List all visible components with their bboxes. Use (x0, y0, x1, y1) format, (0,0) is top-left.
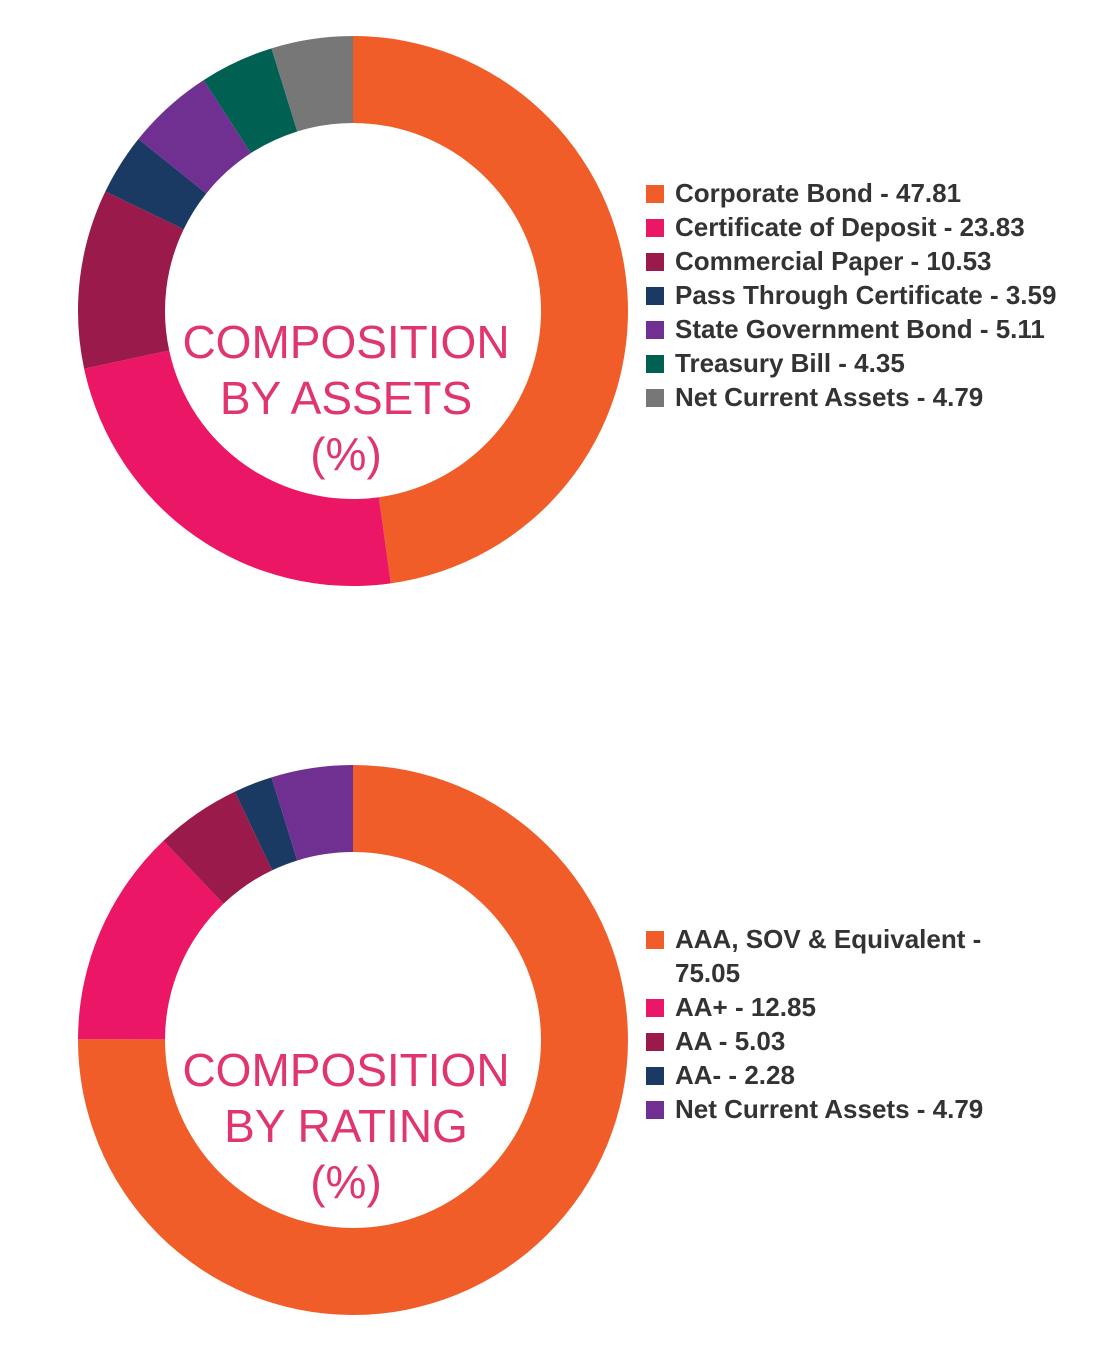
rating-donut (77, 765, 628, 1315)
rating-composition-chart: COMPOSITION BY RATING (%) AAA, SOV & Equ… (0, 730, 1115, 1356)
donut-slice-6 (203, 48, 298, 154)
donut-slice-4 (234, 777, 298, 871)
legend-label-value: 75.05 (675, 958, 741, 988)
donut-slice-5 (138, 80, 251, 194)
legend-label: Corporate Bond - 47.81 (675, 178, 962, 208)
assets-composition-chart: COMPOSITION BY ASSETS (%) Corporate Bond… (0, 0, 1115, 620)
donut-slice-1 (77, 765, 628, 1315)
legend-swatch (646, 355, 664, 373)
legend-label: Certificate of Deposit - 23.83 (675, 212, 1025, 242)
legend-label: Net Current Assets - 4.79 (675, 1094, 984, 1124)
donut-slice-3 (163, 791, 273, 904)
legend-item: Certificate of Deposit - 23.83 (646, 210, 1056, 244)
legend-swatch (646, 219, 664, 237)
legend-label: AA- - 2.28 (675, 1060, 795, 1090)
legend-item: Commercial Paper - 10.53 (646, 244, 1056, 278)
assets-legend: Corporate Bond - 47.81 Certificate of De… (646, 176, 1056, 414)
legend-swatch (646, 287, 664, 305)
legend-item: AA+ - 12.85 (646, 990, 983, 1024)
donut-slice-2 (78, 840, 224, 1040)
legend-item: Net Current Assets - 4.79 (646, 1092, 983, 1126)
legend-swatch (646, 999, 664, 1017)
legend-label: AA - 5.03 (675, 1026, 786, 1056)
legend-swatch (646, 1067, 664, 1085)
legend-label: Treasury Bill - 4.35 (675, 348, 905, 378)
legend-swatch (646, 321, 664, 339)
legend-swatch (646, 185, 664, 203)
legend-label: Net Current Assets - 4.79 (675, 382, 984, 412)
donut-slice-4 (105, 139, 207, 230)
donut-slice-1 (353, 36, 629, 584)
rating-legend: AAA, SOV & Equivalent -75.05 AA+ - 12.85… (646, 922, 983, 1126)
legend-item: Treasury Bill - 4.35 (646, 346, 1056, 380)
rating-title-line-1: COMPOSITION (182, 1044, 510, 1096)
legend-label: Pass Through Certificate - 3.59 (675, 280, 1057, 310)
legend-item: Corporate Bond - 47.81 (646, 176, 1056, 210)
legend-item: AA - 5.03 (646, 1024, 983, 1058)
rating-title-line-3: (%) (310, 1156, 382, 1208)
legend-item: State Government Bond - 5.11 (646, 312, 1056, 346)
legend-label: State Government Bond - 5.11 (675, 314, 1045, 344)
legend-swatch (646, 931, 664, 949)
donut-slice-7 (271, 36, 353, 132)
legend-label: AAA, SOV & Equivalent -75.05 (675, 924, 982, 988)
assets-title-line-1: COMPOSITION (182, 316, 510, 368)
legend-item: Net Current Assets - 4.79 (646, 380, 1056, 414)
assets-title-line-3: (%) (310, 428, 382, 480)
legend-swatch (646, 389, 664, 407)
legend-item: AA- - 2.28 (646, 1058, 983, 1092)
assets-center-title: COMPOSITION BY ASSETS (%) (181, 314, 511, 482)
legend-label: AA+ - 12.85 (675, 992, 816, 1022)
donut-slice-5 (271, 765, 353, 861)
donut-slice-2 (84, 350, 391, 587)
assets-title-line-2: BY ASSETS (219, 372, 473, 424)
assets-donut (78, 36, 629, 587)
legend-swatch (646, 253, 664, 271)
legend-item: Pass Through Certificate - 3.59 (646, 278, 1056, 312)
legend-item: AAA, SOV & Equivalent -75.05 (646, 922, 983, 990)
donut-slice-3 (78, 191, 184, 369)
legend-swatch (646, 1033, 664, 1051)
rating-center-title: COMPOSITION BY RATING (%) (181, 1042, 511, 1210)
legend-label: Commercial Paper - 10.53 (675, 246, 992, 276)
legend-swatch (646, 1101, 664, 1119)
rating-title-line-2: BY RATING (224, 1100, 468, 1152)
